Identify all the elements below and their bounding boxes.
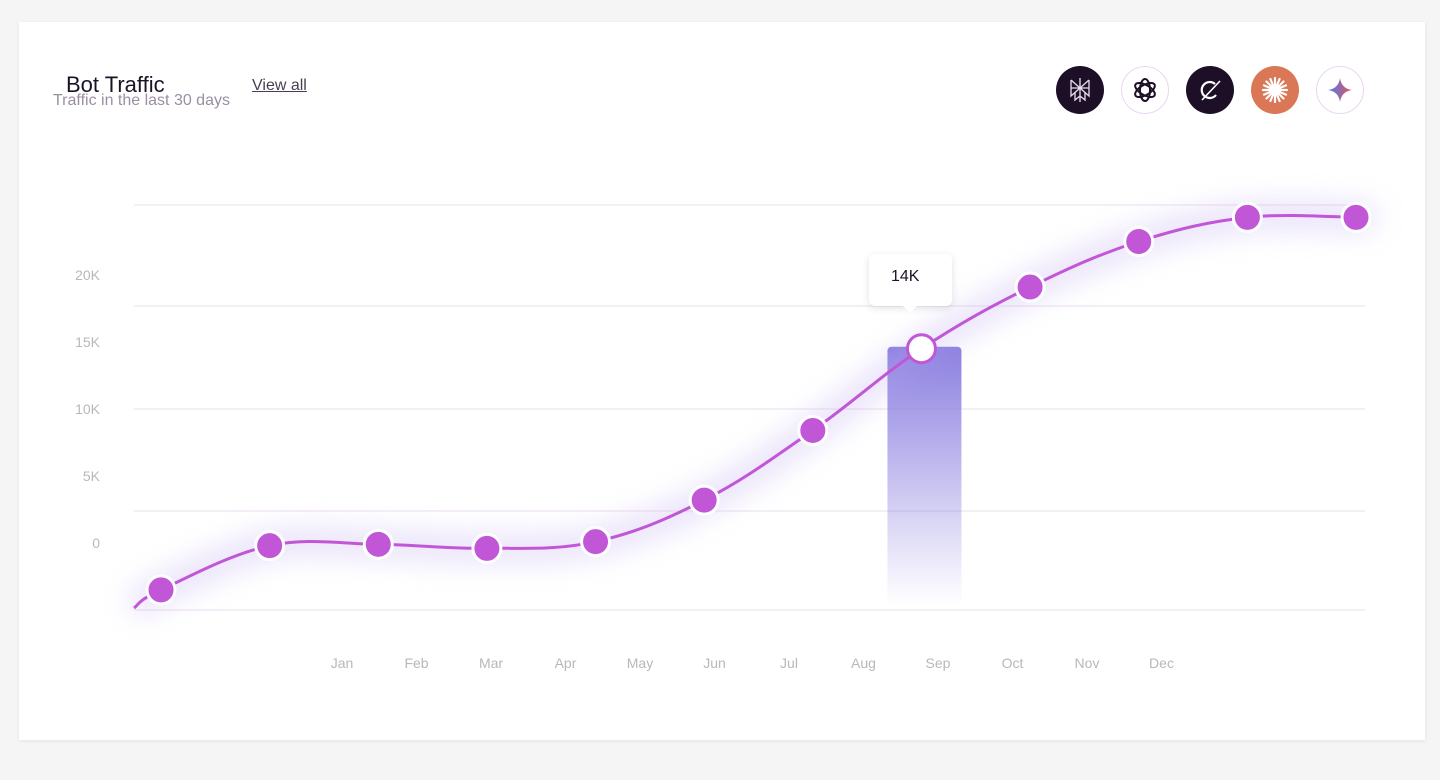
- y-tick-label: 10K: [75, 401, 101, 417]
- data-point: [1231, 201, 1263, 233]
- claude-icon[interactable]: [1251, 66, 1299, 114]
- card-subtitle: Traffic in the last 30 days: [53, 92, 230, 109]
- y-tick-label: 20K: [75, 267, 101, 283]
- data-point: [580, 526, 612, 558]
- tooltip-value: 14K: [891, 268, 920, 285]
- x-tick-label: Sep: [926, 655, 951, 671]
- openai-icon[interactable]: [1121, 66, 1169, 114]
- x-tick-label: Apr: [555, 655, 577, 671]
- data-point: [471, 532, 503, 564]
- x-tick-label: Mar: [479, 655, 503, 671]
- gemini-icon[interactable]: [1316, 66, 1364, 114]
- y-tick-label: 5K: [83, 468, 101, 484]
- data-point: [1014, 271, 1046, 303]
- y-tick-label: 15K: [75, 334, 101, 350]
- series-line: [133, 213, 1367, 610]
- x-tick-label: Aug: [851, 655, 876, 671]
- data-point: [254, 530, 286, 562]
- grok-icon[interactable]: [1186, 66, 1234, 114]
- line-glow: [125, 202, 1378, 619]
- x-tick-label: Dec: [1149, 655, 1174, 671]
- highlighted-data-point: [905, 333, 937, 365]
- x-tick-label: Feb: [404, 655, 428, 671]
- card-title: Bot Traffic: [66, 72, 165, 97]
- highlight-bar: [887, 346, 962, 605]
- data-point: [1123, 226, 1155, 257]
- bot-filter-list: [1056, 66, 1364, 114]
- x-tick-label: Oct: [1002, 655, 1024, 671]
- y-tick-label: 0: [92, 535, 100, 551]
- data-point: [688, 484, 720, 516]
- data-point: [1340, 201, 1372, 233]
- view-all-link[interactable]: View all: [252, 77, 307, 94]
- data-point: [145, 574, 177, 606]
- x-tick-label: Jun: [703, 655, 726, 671]
- x-tick-label: Jan: [331, 655, 354, 671]
- x-tick-label: May: [627, 655, 653, 671]
- value-tooltip: 14K: [869, 254, 952, 313]
- perplexity-icon[interactable]: [1056, 66, 1104, 114]
- data-point: [797, 414, 829, 446]
- bot-traffic-card: [19, 22, 1425, 740]
- data-point: [362, 528, 394, 560]
- x-tick-label: Nov: [1075, 655, 1100, 671]
- x-tick-label: Jul: [780, 655, 798, 671]
